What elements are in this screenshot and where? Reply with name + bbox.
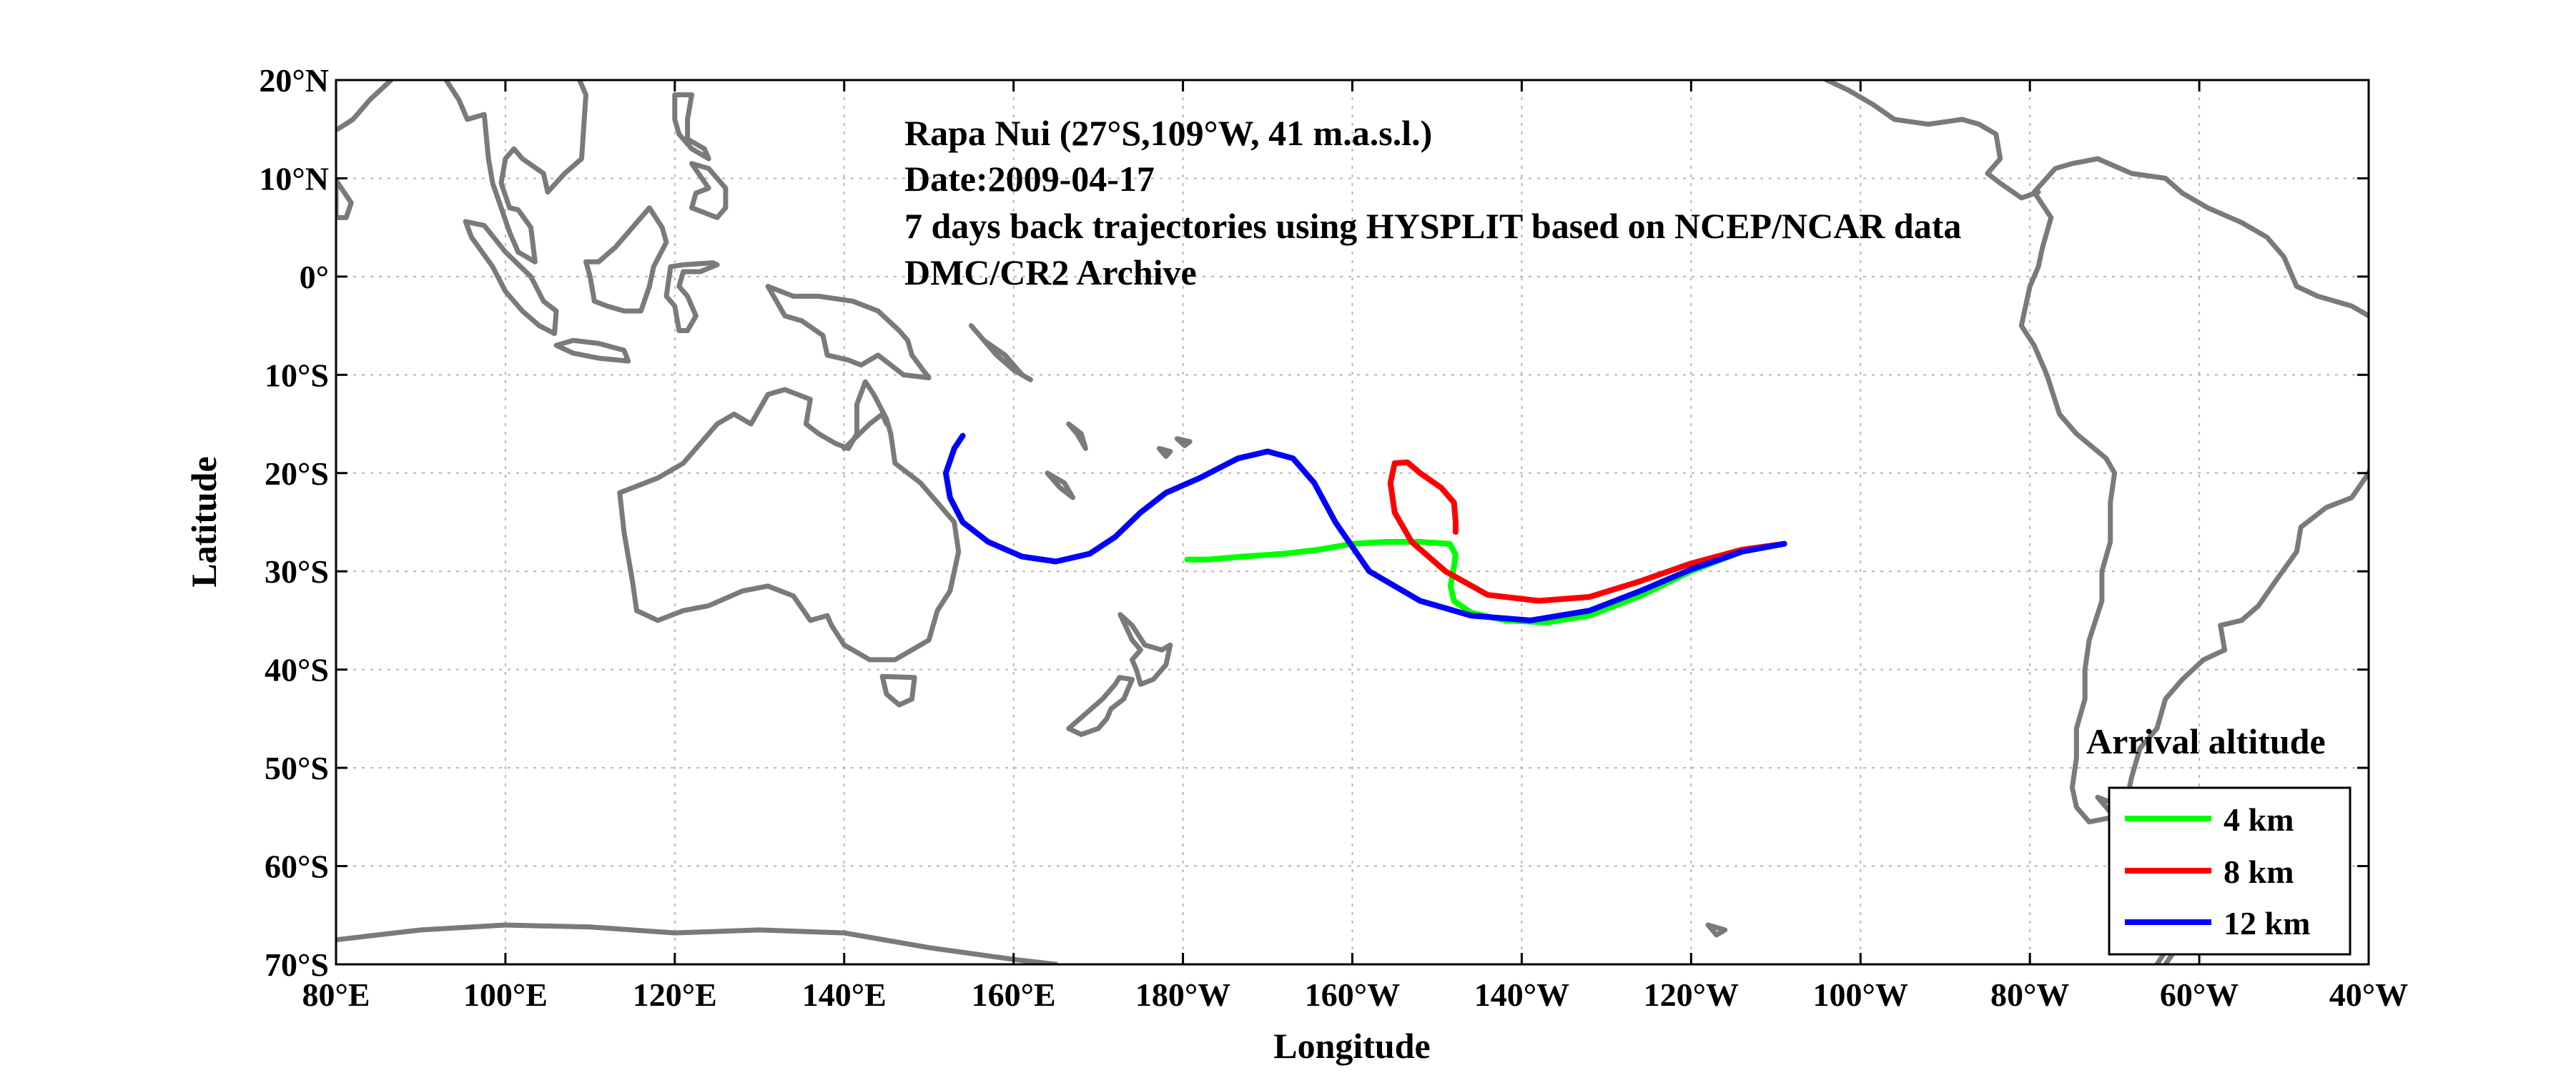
y-tick-label-20degs: 20°S <box>265 455 329 492</box>
x-tick-label-120degw: 120°W <box>1644 976 1739 1013</box>
y-tick-label-10degn: 10°N <box>259 160 329 197</box>
coastline-27 <box>842 411 889 451</box>
coastline-14 <box>968 323 1033 382</box>
x-tick-labels: 80°E 100°E 120°E 140°E 160°E 180°W 160°W 140°W 1… <box>302 976 2408 1013</box>
legend-label-4km: 4 km <box>2224 801 2294 838</box>
coastline-7 <box>583 205 669 314</box>
x-tick-label-160degw: 160°W <box>1305 976 1400 1013</box>
coastline-4 <box>765 284 932 380</box>
x-tick-label-100degw: 100°W <box>1813 976 1908 1013</box>
y-tick-label-40degs: 40°S <box>265 652 329 688</box>
legend-label-8km: 8 km <box>2224 854 2294 890</box>
coastline-2 <box>1117 612 1173 687</box>
coastline-26 <box>1705 922 1728 938</box>
y-axis-label: Latitude <box>184 456 224 587</box>
x-tick-label-100dege: 100°E <box>463 976 548 1013</box>
coastline-3 <box>1066 675 1135 737</box>
annotation-date: Date:2009-04-17 <box>904 159 1155 199</box>
x-tick-label-80degw: 80°W <box>1990 976 2069 1013</box>
x-tick-label-140dege: 140°E <box>802 976 887 1013</box>
coastline-20 <box>1824 80 2041 201</box>
legend-label-12km: 12 km <box>2224 905 2310 941</box>
legend: 4 km 8 km 12 km <box>2108 786 2352 956</box>
coastline-12 <box>336 80 588 264</box>
y-tick-label-70degs: 70°S <box>265 946 329 983</box>
coastline-13 <box>336 177 354 220</box>
coastline-19 <box>2018 156 2369 825</box>
coastline-10 <box>689 161 729 220</box>
back-trajectories <box>942 432 1787 625</box>
coastline-6 <box>463 219 559 337</box>
x-tick-label-140degw: 140°W <box>1474 976 1569 1013</box>
y-tick-label-60degs: 60°S <box>265 849 329 885</box>
annotation-archive: DMC/CR2 Archive <box>904 252 1197 292</box>
x-tick-label-60degw: 60°W <box>2160 976 2239 1013</box>
axis-ticks <box>335 79 2370 966</box>
trajectory-4-km <box>1184 539 1787 625</box>
coastline-15 <box>1066 421 1088 451</box>
x-tick-label-180degw: 180°W <box>1135 976 1230 1013</box>
coastline-16 <box>1045 470 1076 500</box>
trajectory-8-km <box>1387 459 1787 604</box>
y-tick-labels: 20°N 10°N 0° 10°S 20°S 30°S 40°S 50°S 60°S 70°S <box>259 62 329 983</box>
annotation-block: Rapa Nui (27°S,109°W, 41 m.a.s.l.) Date:… <box>904 113 1961 292</box>
annotation-site: Rapa Nui (27°S,109°W, 41 m.a.s.l.) <box>904 113 1432 153</box>
x-tick-label-160dege: 160°E <box>972 976 1056 1013</box>
x-axis-label: Longitude <box>1273 1026 1431 1066</box>
y-tick-label-50degs: 50°S <box>265 750 329 786</box>
coastline-1 <box>879 673 917 708</box>
coastline-18 <box>1174 436 1193 448</box>
x-tick-label-40degw: 40°W <box>2329 976 2408 1013</box>
annotation-method: 7 days back trajectories using HYSPLIT b… <box>904 206 1961 246</box>
coastline-9 <box>672 92 711 162</box>
y-tick-label-0deg: 0° <box>300 259 329 295</box>
x-tick-label-80dege: 80°E <box>302 976 370 1013</box>
x-tick-label-120dege: 120°E <box>633 976 717 1013</box>
coastline-17 <box>1156 445 1173 459</box>
y-tick-label-20degn: 20°N <box>259 62 329 99</box>
y-tick-label-30degs: 30°S <box>265 553 329 590</box>
trajectory-12-km <box>942 432 1787 623</box>
coastline-24 <box>336 922 1059 964</box>
coastline-5 <box>553 337 631 364</box>
coastlines <box>336 80 2369 964</box>
coastline-0 <box>617 379 962 663</box>
coastline-8 <box>663 260 720 333</box>
y-tick-label-10degs: 10°S <box>265 357 329 393</box>
legend-title: Arrival altitude <box>2086 721 2326 761</box>
